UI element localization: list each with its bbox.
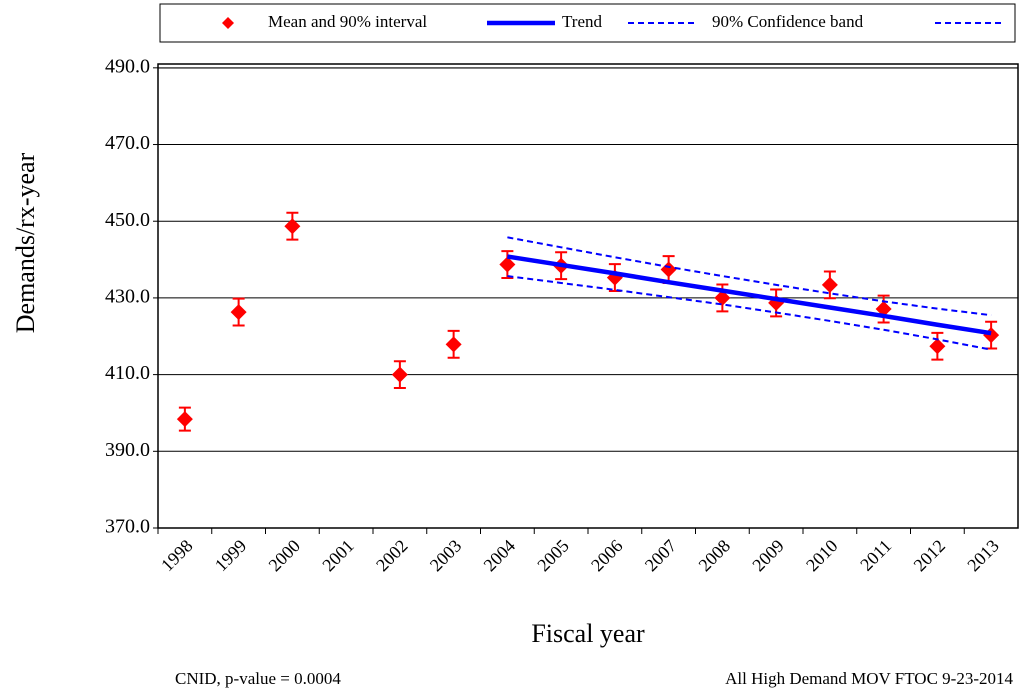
y-tick-label: 490.0 [105,55,150,77]
y-tick-label: 370.0 [105,516,150,538]
legend-label: 90% Confidence band [712,12,864,31]
legend-label: Mean and 90% interval [268,12,427,31]
x-tick-label: 1998 [157,536,197,576]
mean-marker [391,366,408,383]
mean-marker [284,218,301,235]
mean-marker [714,289,731,306]
legend-label: Trend [562,12,602,31]
x-axis-label: Fiscal year [531,619,645,648]
x-tick-label: 2010 [802,536,842,576]
x-tick-label: 2002 [372,536,412,576]
mean-marker [445,336,462,353]
x-tick-label: 2004 [480,536,520,576]
mean-marker [230,304,247,321]
mean-marker [176,411,193,428]
series-line [507,236,992,317]
x-tick-label: 2011 [856,536,895,575]
mean-marker [660,261,677,278]
x-tick-label: 2001 [318,536,358,576]
footer-left: CNID, p-value = 0.0004 [175,669,341,688]
mean-marker [821,276,838,293]
legend-box [159,3,1016,43]
legend-marker [222,17,234,29]
x-tick-label: 2012 [910,536,950,576]
x-tick-label: 1999 [211,536,251,576]
x-tick-label: 2007 [641,536,681,576]
y-tick-label: 430.0 [105,286,150,308]
y-axis-label: Demands/rx-year [11,152,40,333]
x-tick-label: 2013 [963,536,1003,576]
y-tick-label: 470.0 [105,132,150,154]
x-tick-label: 2003 [426,536,466,576]
x-tick-label: 2000 [265,536,305,576]
x-tick-label: 2006 [587,536,627,576]
mean-marker [983,327,1000,344]
y-tick-label: 390.0 [105,439,150,461]
y-tick-label: 450.0 [105,209,150,231]
x-tick-label: 2009 [748,536,788,576]
x-tick-label: 2008 [695,536,735,576]
series-line [507,275,992,351]
series-line [507,254,992,336]
x-tick-label: 2005 [533,536,573,576]
footer-right: All High Demand MOV FTOC 9-23-2014 [725,669,1013,688]
mean-marker [499,256,516,273]
mean-marker [929,338,946,355]
y-tick-label: 410.0 [105,362,150,384]
